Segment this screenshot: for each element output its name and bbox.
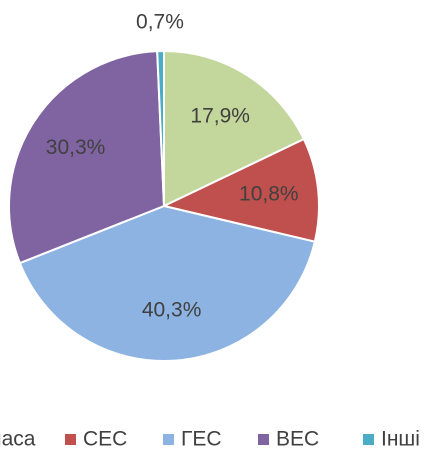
legend-label: ГЕС (181, 428, 222, 451)
pie-slice (18, 204, 317, 362)
legend-swatch (163, 434, 174, 445)
data-label: 0,7% (136, 11, 184, 34)
legend-swatch (363, 434, 374, 445)
legend-label: Інші (381, 428, 420, 451)
legend-label: СЕС (83, 428, 127, 451)
legend-swatch (65, 434, 76, 445)
legend-label: Біомаса (0, 428, 36, 451)
data-label: 17,9% (190, 104, 250, 127)
legend-swatch (258, 434, 269, 445)
data-label: 40,3% (142, 299, 202, 322)
pie-slice (156, 49, 165, 207)
data-label: 10,8% (239, 182, 299, 205)
data-label: 30,3% (46, 136, 106, 159)
pie-slice (163, 49, 306, 208)
pie-slice (8, 50, 166, 265)
pie-slice (161, 137, 320, 243)
legend-label: ВЕС (276, 428, 319, 451)
